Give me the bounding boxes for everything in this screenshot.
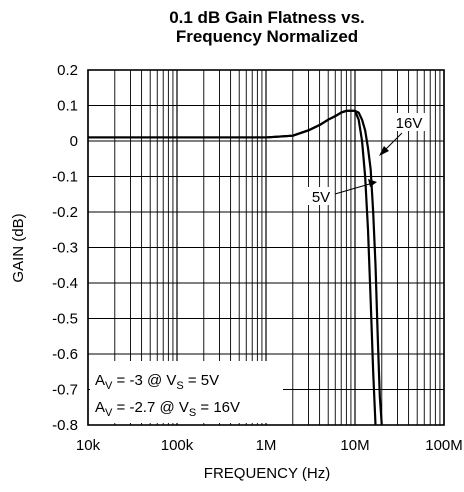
x-tick-label: 100k — [161, 437, 194, 454]
arrow-5v-head — [368, 179, 377, 187]
y-axis-label: GAIN (dB) — [10, 213, 27, 282]
series-lines — [88, 109, 383, 426]
y-tick-label: -0.5 — [52, 311, 78, 328]
label-16v: 16V — [396, 115, 423, 132]
y-tick-labels: 0.2 0.1 0 -0.1 -0.2 -0.3 -0.4 -0.5 -0.6 -0.7 -0.8 — [52, 62, 78, 434]
chart-title-line1: 0.1 dB Gain Flatness vs. — [169, 8, 365, 27]
x-axis-label: FREQUENCY (Hz) — [204, 465, 330, 482]
y-tick-label: 0.2 — [57, 62, 78, 79]
y-tick-label: 0.1 — [57, 98, 78, 115]
x-tick-label: 100M — [425, 437, 463, 454]
y-tick-label: -0.4 — [52, 275, 78, 292]
y-tick-label: -0.7 — [52, 382, 78, 399]
label-16v-bg — [392, 113, 426, 131]
condition-line-1: AV = -3 @ VS = 5V — [95, 372, 219, 392]
y-tick-label: -0.2 — [52, 204, 78, 221]
y-tick-label: 0 — [70, 133, 78, 150]
y-tick-label: -0.6 — [52, 346, 78, 363]
arrow-5v-line — [334, 182, 374, 195]
x-tick-label: 10M — [340, 437, 369, 454]
x-tick-labels: 10k 100k 1M 10M 100M — [76, 437, 463, 454]
y-tick-label: -0.1 — [52, 169, 78, 186]
chart-title-line2: Frequency Normalized — [176, 27, 358, 46]
series-line-16v — [88, 109, 383, 426]
conditions-box — [90, 361, 283, 423]
y-tick-label: -0.3 — [52, 240, 78, 257]
x-tick-label: 1M — [256, 437, 277, 454]
plot-frame — [87, 69, 445, 426]
label-5v: 5V — [312, 189, 330, 206]
condition-line-2: AV = -2.7 @ VS = 16V — [95, 399, 240, 419]
arrow-16v-head — [379, 146, 389, 156]
y-tick-label: -0.8 — [52, 417, 78, 434]
x-tick-label: 10k — [76, 437, 101, 454]
label-5v-bg — [308, 187, 334, 205]
